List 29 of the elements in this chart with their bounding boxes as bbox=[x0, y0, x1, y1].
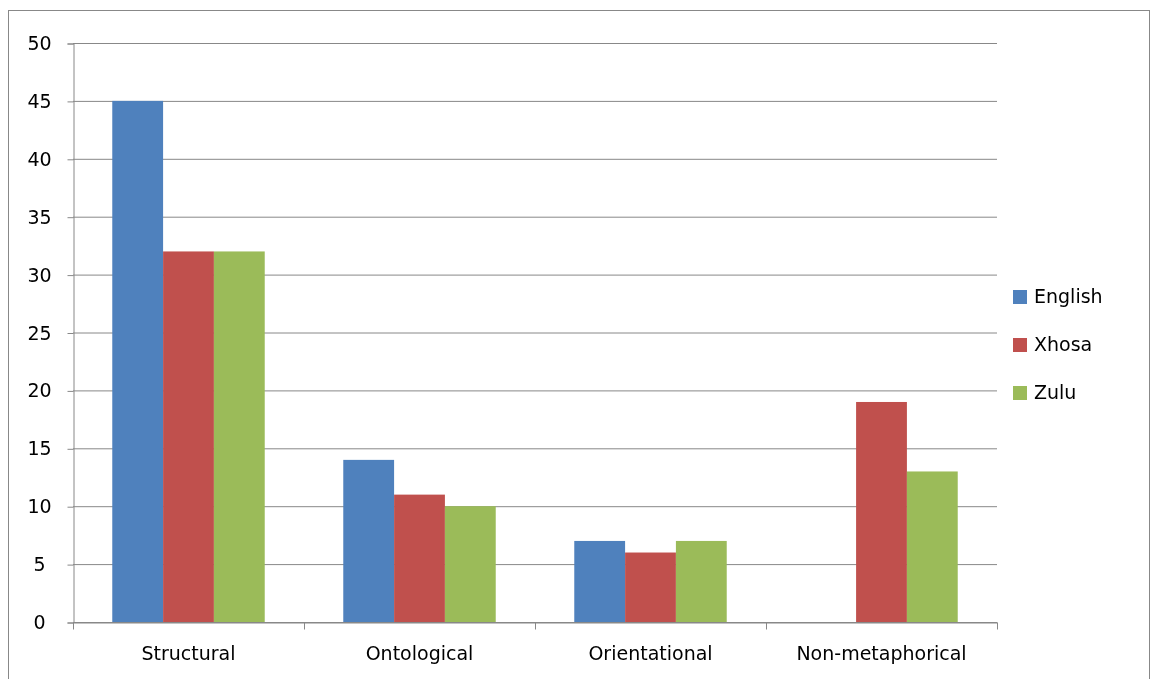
y-tick-label: 50 bbox=[27, 32, 52, 55]
bar bbox=[213, 251, 265, 622]
y-tick-label: 5 bbox=[33, 553, 46, 576]
y-tick-label: 45 bbox=[27, 89, 52, 112]
y-tick-label: 40 bbox=[27, 147, 52, 170]
legend-label: Xhosa bbox=[1034, 333, 1093, 355]
x-tick-label: Ontological bbox=[365, 641, 474, 664]
y-tick-label: 10 bbox=[27, 495, 52, 518]
x-tick-label: Orientational bbox=[588, 641, 713, 664]
bar bbox=[163, 251, 214, 622]
bar bbox=[906, 471, 958, 622]
y-tick-label: 15 bbox=[27, 437, 52, 460]
y-tick-label: 20 bbox=[27, 379, 52, 402]
bar bbox=[444, 506, 496, 622]
bar bbox=[675, 540, 727, 622]
bar bbox=[856, 401, 907, 622]
bar bbox=[112, 100, 164, 622]
y-tick-label: 25 bbox=[27, 321, 52, 344]
bar bbox=[574, 540, 626, 622]
legend-label: English bbox=[1034, 285, 1103, 307]
bar bbox=[625, 552, 676, 622]
y-tick-label: 30 bbox=[27, 263, 52, 286]
bar bbox=[343, 459, 395, 622]
y-tick-label: 35 bbox=[27, 205, 52, 228]
y-tick-label: 0 bbox=[33, 611, 46, 634]
x-tick-label: Non-metaphorical bbox=[796, 641, 967, 664]
x-tick-label: Structural bbox=[141, 641, 236, 664]
legend-label: Zulu bbox=[1034, 381, 1077, 403]
bar bbox=[394, 494, 445, 622]
